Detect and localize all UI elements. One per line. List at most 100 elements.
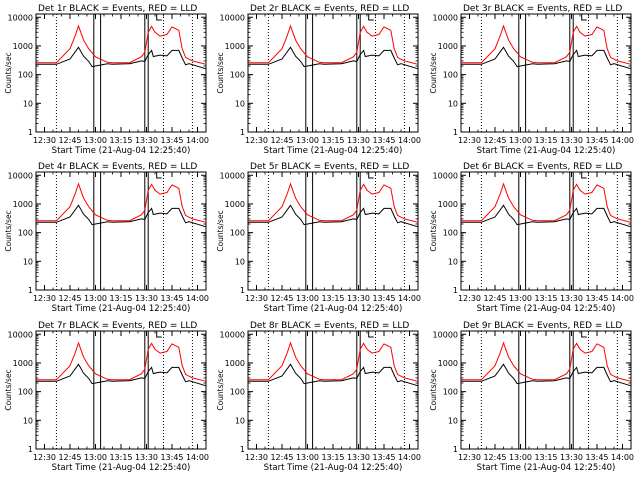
marker-bracket: [156, 14, 162, 21]
x-tick-label: 13:00: [84, 294, 107, 303]
x-tick-label: 14:00: [611, 294, 634, 303]
y-tick-label: 10000: [8, 171, 33, 180]
x-axis-label: Start Time (21-Aug-04 12:25:40): [52, 146, 191, 156]
panel-det-4r: Det 4r BLACK = Events, RED = LLD 1 10 100 10…: [4, 162, 209, 314]
plot-frame: [460, 171, 632, 291]
y-axis-label: Counts/sec: [4, 52, 13, 93]
lld-series-line: [36, 341, 207, 382]
x-tick-label: 13:00: [84, 136, 107, 145]
lld-series-line: [248, 341, 419, 382]
x-axis-label: Start Time (21-Aug-04 12:25:40): [264, 304, 403, 314]
x-tick-label: 13:45: [585, 136, 608, 145]
y-axis-label: Counts/sec: [4, 369, 13, 410]
x-tick-label: 12:30: [458, 294, 481, 303]
x-tick-label: 13:15: [109, 453, 132, 462]
x-tick-label: 14:00: [611, 136, 634, 145]
events-series-line: [36, 363, 207, 387]
y-tick-label: 10000: [8, 330, 33, 339]
lld-series-line: [36, 182, 207, 223]
x-tick-label: 14:00: [186, 453, 209, 462]
y-tick-label: 10000: [8, 13, 33, 22]
events-series-line: [248, 363, 419, 387]
y-tick-label: 10: [235, 257, 245, 266]
x-tick-label: 13:45: [372, 136, 395, 145]
x-tick-label: 13:45: [372, 453, 395, 462]
x-tick-label: 13:30: [560, 453, 583, 462]
x-tick-label: 12:30: [33, 453, 56, 462]
x-tick-label: 13:30: [135, 136, 158, 145]
x-tick-label: 14:00: [398, 453, 421, 462]
panel-title: Det 6r BLACK = Events, RED = LLD: [463, 162, 622, 172]
y-axis-label: Counts/sec: [429, 210, 438, 251]
panel-title: Det 2r BLACK = Events, RED = LLD: [250, 4, 409, 14]
y-tick-label: 10: [448, 99, 458, 108]
plot-frame: [35, 330, 207, 450]
x-tick-label: 12:30: [33, 136, 56, 145]
events-series-line: [248, 204, 419, 228]
y-tick-label: 10: [235, 99, 245, 108]
x-tick-label: 14:00: [186, 294, 209, 303]
y-axis-label: Counts/sec: [216, 210, 225, 251]
x-tick-label: 12:45: [270, 136, 293, 145]
y-tick-label: 1000: [13, 359, 33, 368]
x-tick-label: 13:45: [372, 294, 395, 303]
x-tick-label: 13:30: [347, 453, 370, 462]
y-tick-label: 1000: [225, 359, 245, 368]
y-tick-label: 1000: [438, 200, 458, 209]
x-tick-label: 13:30: [347, 294, 370, 303]
y-tick-label: 10000: [433, 13, 458, 22]
y-tick-label: 10000: [220, 13, 245, 22]
x-tick-label: 13:00: [509, 453, 532, 462]
x-tick-label: 13:45: [160, 136, 183, 145]
panel-det-7r: Det 7r BLACK = Events, RED = LLD 1 10 100 10…: [4, 321, 209, 473]
marker-bracket: [581, 331, 587, 338]
lld-series-line: [461, 341, 632, 382]
x-tick-label: 12:30: [245, 136, 268, 145]
marker-bracket: [581, 14, 587, 21]
x-tick-label: 13:30: [135, 453, 158, 462]
x-tick-label: 12:45: [483, 294, 506, 303]
y-tick-label: 10000: [220, 330, 245, 339]
y-tick-label: 10: [23, 416, 33, 425]
lld-series-line: [461, 182, 632, 223]
y-tick-label: 10: [448, 257, 458, 266]
panel-title: Det 4r BLACK = Events, RED = LLD: [38, 162, 197, 172]
x-tick-label: 14:00: [611, 453, 634, 462]
marker-bracket: [368, 14, 374, 21]
y-tick-label: 1: [240, 128, 245, 137]
x-tick-label: 12:45: [483, 136, 506, 145]
plot-frame: [460, 13, 632, 133]
x-tick-label: 13:15: [109, 294, 132, 303]
y-tick-label: 1000: [225, 42, 245, 51]
x-tick-label: 13:45: [160, 453, 183, 462]
x-tick-label: 13:00: [296, 453, 319, 462]
marker-bracket: [368, 331, 374, 338]
y-tick-label: 1: [240, 286, 245, 295]
plot-frame: [247, 171, 419, 291]
y-axis-label: Counts/sec: [216, 369, 225, 410]
panel-det-6r: Det 6r BLACK = Events, RED = LLD 1 10 100 10…: [429, 162, 634, 314]
y-tick-label: 10000: [433, 330, 458, 339]
events-series-line: [36, 204, 207, 228]
x-tick-label: 13:45: [585, 453, 608, 462]
y-tick-label: 10: [448, 416, 458, 425]
x-tick-label: 13:45: [160, 294, 183, 303]
y-tick-label: 1000: [438, 42, 458, 51]
y-tick-label: 100: [18, 71, 33, 80]
y-tick-label: 100: [18, 229, 33, 238]
x-tick-label: 13:15: [321, 453, 344, 462]
y-tick-label: 1000: [13, 200, 33, 209]
plot-frame: [247, 330, 419, 450]
lld-series-line: [248, 182, 419, 223]
x-axis-label: Start Time (21-Aug-04 12:25:40): [264, 146, 403, 156]
x-tick-label: 12:30: [458, 136, 481, 145]
panel-title: Det 9r BLACK = Events, RED = LLD: [463, 321, 622, 331]
panel-title: Det 8r BLACK = Events, RED = LLD: [250, 321, 409, 331]
lld-series-line: [36, 24, 207, 65]
x-tick-label: 13:30: [560, 294, 583, 303]
events-series-line: [36, 46, 207, 70]
y-tick-label: 1000: [225, 200, 245, 209]
events-series-line: [461, 363, 632, 387]
x-tick-label: 13:15: [534, 136, 557, 145]
